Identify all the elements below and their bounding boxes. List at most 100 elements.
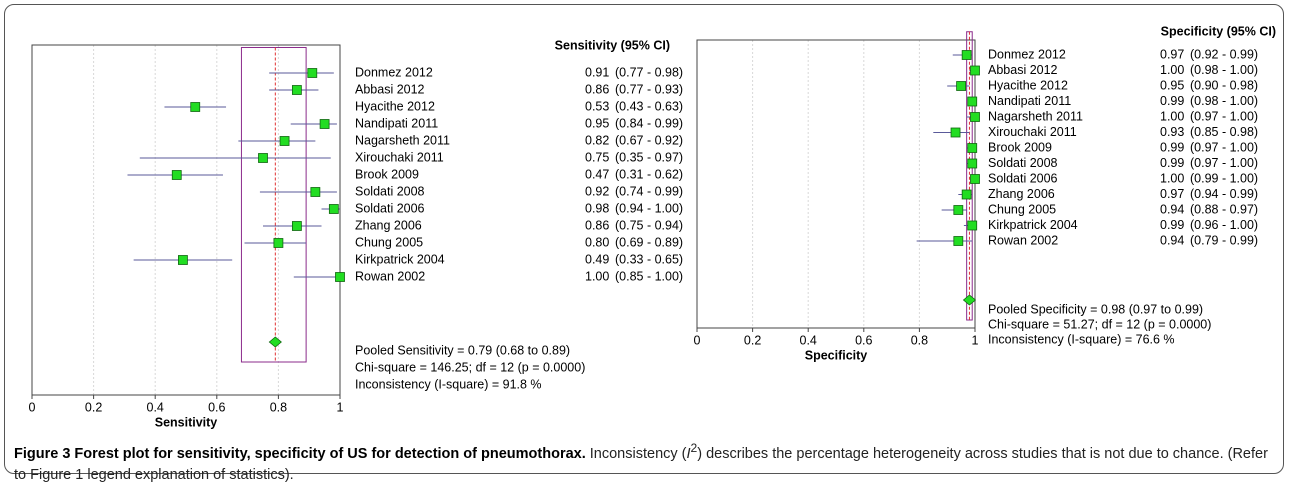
ci-label: (0.75 - 0.94) — [615, 218, 683, 232]
point-estimate — [967, 96, 978, 107]
study-name: Abbasi 2012 — [355, 82, 425, 96]
value-label: 0.95 — [585, 116, 609, 130]
value-label: 0.91 — [585, 65, 609, 79]
stat-text: Chi-square = 51.27; df = 12 (p = 0.0000) — [988, 317, 1211, 331]
study-name: Donmez 2012 — [988, 47, 1066, 61]
point-estimate — [967, 220, 978, 231]
ci-label: (0.35 - 0.97) — [615, 150, 683, 164]
point-estimate — [967, 143, 978, 153]
ci-label: (0.77 - 0.93) — [615, 82, 683, 96]
study-name: Brook 2009 — [355, 167, 419, 181]
study-name: Chung 2005 — [988, 202, 1056, 216]
x-tick-label: 1 — [337, 400, 344, 414]
ci-label: (0.43 - 0.63) — [615, 99, 683, 113]
value-label: 1.00 — [1160, 109, 1184, 123]
ci-label: (0.88 - 0.97) — [1190, 202, 1258, 216]
point-estimate — [279, 136, 290, 146]
ci-label: (0.98 - 1.00) — [1190, 94, 1258, 108]
x-tick-label: 0.2 — [85, 400, 102, 414]
plot-frame — [696, 39, 976, 329]
point-estimate — [967, 158, 978, 169]
point-estimate — [258, 153, 268, 163]
stat-text: Pooled Sensitivity = 0.79 (0.68 to 0.89) — [355, 343, 570, 357]
ci-label: (0.84 - 0.99) — [615, 116, 683, 130]
value-label: 0.98 — [585, 201, 609, 215]
value-label: 1.00 — [1160, 171, 1184, 185]
point-estimate — [970, 174, 980, 184]
ci-label: (0.97 - 1.00) — [1190, 156, 1258, 170]
figure-frame — [4, 4, 1284, 474]
pooled-diamond — [962, 294, 977, 306]
chart: 0 0.2 0.4 0.6 0.8 1 Sensitivity Sensitivity (95… — [29, 24, 1276, 429]
point-estimate — [291, 85, 302, 95]
x-tick-label: 0.2 — [744, 333, 761, 347]
caption-symbol: I — [686, 445, 691, 462]
study-name: Rowan 2002 — [988, 233, 1058, 247]
ci-label: (0.97 - 1.00) — [1190, 140, 1258, 154]
caption-title: Figure 3 Forest plot for sensitivity, sp… — [14, 445, 586, 462]
point-estimate — [970, 65, 980, 76]
point-estimate — [273, 238, 284, 248]
ci-label: (0.99 - 1.00) — [1190, 171, 1258, 185]
study-name: Donmez 2012 — [355, 65, 433, 79]
study-name: Abbasi 2012 — [988, 63, 1058, 77]
point-estimate — [961, 189, 972, 200]
point-estimate — [950, 127, 961, 138]
plot-frame — [31, 44, 341, 396]
value-label: 0.94 — [1160, 233, 1184, 247]
stat-text: Inconsistency (I-square) = 76.6 % — [988, 332, 1175, 346]
value-label: 0.86 — [585, 218, 609, 232]
study-name: Soldati 2006 — [988, 171, 1058, 185]
point-estimate — [171, 170, 182, 180]
study-name: Chung 2005 — [355, 235, 423, 249]
x-tick-label: 0.6 — [855, 333, 872, 347]
value-label: 0.92 — [585, 184, 609, 198]
caption: Figure 3 Forest plot for sensitivity, sp… — [14, 438, 1274, 486]
ci-label: (0.77 - 0.98) — [615, 65, 683, 79]
study-name: Kirkpatrick 2004 — [988, 218, 1078, 232]
value-label: 0.99 — [1160, 140, 1184, 154]
study-name: Soldati 2008 — [988, 156, 1058, 170]
study-name: Xirouchaki 2011 — [355, 150, 444, 164]
value-label: 1.00 — [1160, 63, 1184, 77]
pooled-diamond — [268, 336, 282, 348]
point-estimate — [178, 255, 188, 265]
study-name: Brook 2009 — [988, 140, 1052, 154]
study-name: Hyacithe 2012 — [988, 78, 1068, 92]
ci-label: (0.67 - 0.92) — [615, 133, 683, 147]
study-name: Nagarsheth 2011 — [355, 133, 450, 147]
study-name: Rowan 2002 — [355, 269, 425, 283]
value-label: 0.97 — [1160, 187, 1184, 201]
stat-text: Chi-square = 146.25; df = 12 (p = 0.0000… — [355, 360, 585, 374]
value-label: 0.99 — [1160, 94, 1184, 108]
value-label: 0.99 — [1160, 156, 1184, 170]
study-name: Kirkpatrick 2004 — [355, 252, 445, 266]
point-estimate — [310, 187, 321, 197]
study-name: Zhang 2006 — [355, 218, 422, 232]
x-tick-label: 0.4 — [147, 400, 164, 414]
point-estimate — [190, 102, 201, 112]
x-axis-label: Sensitivity — [155, 415, 218, 429]
x-axis-label: Specificity — [805, 348, 868, 362]
value-label: 0.97 — [1160, 47, 1184, 61]
ci-label: (0.31 - 0.62) — [615, 167, 683, 181]
ci-label: (0.69 - 0.89) — [615, 235, 683, 249]
ci-label: (0.74 - 0.99) — [615, 184, 683, 198]
x-tick-label: 0.6 — [208, 400, 225, 414]
study-name: Xirouchaki 2011 — [988, 125, 1077, 139]
value-label: 0.75 — [585, 150, 609, 164]
ci-label: (0.92 - 0.99) — [1190, 47, 1258, 61]
study-name: Nandipati 2011 — [988, 94, 1071, 108]
ci-label: (0.85 - 0.98) — [1190, 125, 1258, 139]
value-label: 0.94 — [1160, 202, 1184, 216]
ci-label: (0.97 - 1.00) — [1190, 109, 1258, 123]
value-label: 0.93 — [1160, 125, 1184, 139]
point-estimate — [953, 205, 964, 215]
ci-label: (0.94 - 0.99) — [1190, 187, 1258, 201]
x-tick-label: 0 — [29, 400, 36, 414]
caption-text: ) describes the percentage heterogeneity… — [14, 445, 1268, 483]
study-name: Soldati 2008 — [355, 184, 425, 198]
value-label: 0.95 — [1160, 78, 1184, 92]
ci-label: (0.85 - 1.00) — [615, 269, 683, 283]
stat-text: Pooled Specificity = 0.98 (0.97 to 0.99) — [988, 302, 1203, 316]
